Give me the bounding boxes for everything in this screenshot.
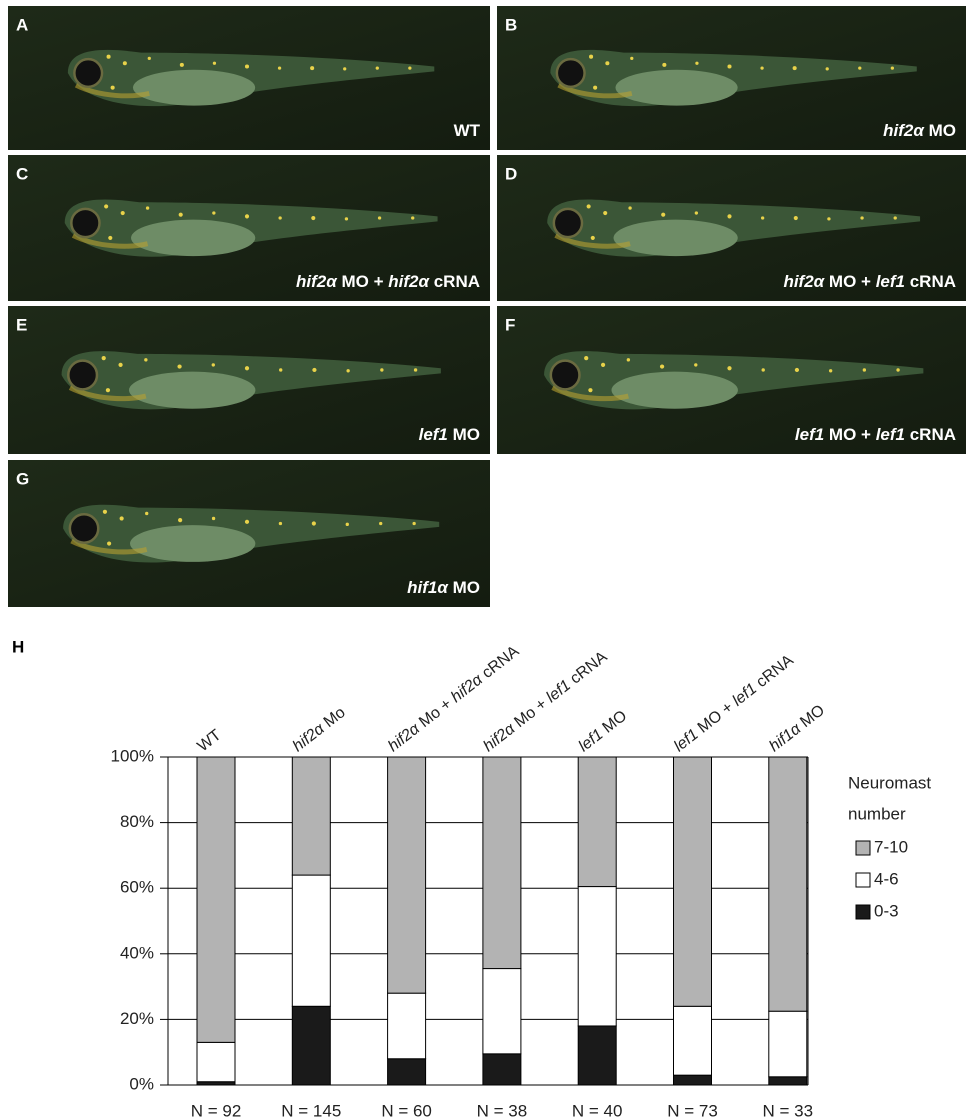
n-label: N = 60	[381, 1101, 432, 1120]
legend-title: number	[848, 804, 906, 823]
bar-segment	[388, 1059, 426, 1085]
bar-segment	[483, 757, 521, 969]
bar-segment	[292, 875, 330, 1006]
text-part: MO +	[337, 272, 388, 291]
text-part: cRNA	[429, 272, 480, 291]
legend-swatch	[856, 873, 870, 887]
n-label: N = 73	[667, 1101, 718, 1120]
text-part: MO +	[691, 696, 740, 739]
bar-segment	[769, 1077, 807, 1085]
x-category-label: hif2α Mo	[290, 704, 349, 755]
panel-label: H	[12, 637, 24, 656]
bar-segment	[292, 1006, 330, 1085]
bar-segment	[197, 757, 235, 1042]
bar-segment	[483, 969, 521, 1054]
text-part: lef1	[795, 425, 824, 444]
bar-segment	[578, 887, 616, 1026]
bar-segment	[388, 757, 426, 993]
y-tick-label: 60%	[120, 878, 154, 897]
n-label: N = 145	[281, 1101, 341, 1120]
text-part: hif2α	[783, 272, 825, 291]
text-part: MO	[924, 121, 956, 140]
legend-label: 7-10	[874, 837, 908, 856]
text-part: cRNA	[564, 648, 611, 690]
text-part: lef1	[876, 272, 905, 291]
y-tick-label: 20%	[120, 1009, 154, 1028]
figure: H A WT Bhif2α MO Chif2α MO + hif2α cRNA Dhif…	[0, 0, 972, 1120]
bar-segment	[674, 1075, 712, 1085]
legend-title: Neuromast	[848, 773, 931, 792]
panel-label: G	[16, 469, 29, 488]
legend-swatch	[856, 905, 870, 919]
bar-segment	[197, 1042, 235, 1081]
bar-segment	[769, 1011, 807, 1077]
panel-caption: hif2α MO + hif2α cRNA	[296, 272, 480, 291]
panel-label: D	[505, 164, 517, 183]
panel-caption: lef1 MO	[419, 425, 480, 444]
bar-segment	[292, 757, 330, 875]
text-part: WT	[454, 121, 481, 140]
text-part: hif2α	[883, 121, 925, 140]
y-tick-label: 80%	[120, 812, 154, 831]
bar-segment	[578, 757, 616, 887]
text-part: MO +	[824, 425, 875, 444]
legend-swatch	[856, 841, 870, 855]
panel-label: E	[16, 315, 27, 334]
bar-segment	[483, 1054, 521, 1085]
n-label: N = 40	[572, 1101, 623, 1120]
text-part: cRNA	[905, 272, 956, 291]
y-tick-label: 0%	[129, 1074, 154, 1093]
text-part: MO +	[824, 272, 875, 291]
y-tick-label: 100%	[111, 746, 154, 765]
panel-caption: hif2α MO + lef1 cRNA	[783, 272, 956, 291]
panel-label: A	[16, 15, 28, 34]
text-part: lef1	[876, 425, 905, 444]
panel-caption: hif2α MO	[883, 121, 956, 140]
x-category-label: hif1α MO	[766, 702, 828, 756]
text-part: cRNA	[476, 643, 523, 685]
panel-label: B	[505, 15, 517, 34]
y-tick-label: 40%	[120, 943, 154, 962]
text-part: cRNA	[750, 652, 797, 694]
legend-label: 4-6	[874, 869, 899, 888]
n-label: N = 38	[477, 1101, 528, 1120]
text-part: MO	[448, 425, 480, 444]
panel-caption: lef1 MO + lef1 cRNA	[795, 425, 956, 444]
panel-caption: WT	[454, 121, 481, 140]
bar-segment	[674, 1006, 712, 1075]
x-category-label: lef1 MO	[576, 708, 631, 756]
text-part: lef1	[419, 425, 448, 444]
bar-segment	[769, 757, 807, 1011]
text-part: WT	[195, 727, 225, 756]
x-category-label: WT	[195, 727, 225, 756]
bar-segment	[388, 993, 426, 1059]
text-part: hif2α	[388, 272, 430, 291]
panel-label: C	[16, 164, 28, 183]
text-part: hif1α	[407, 578, 449, 597]
n-label: N = 92	[191, 1101, 242, 1120]
bar-segment	[674, 757, 712, 1006]
text-part: hif2α	[296, 272, 338, 291]
bar-segment	[578, 1026, 616, 1085]
panel-label: F	[505, 315, 515, 334]
panel-caption: hif1α MO	[407, 578, 480, 597]
legend-label: 0-3	[874, 901, 899, 920]
text-part: cRNA	[905, 425, 956, 444]
n-label: N = 33	[763, 1101, 814, 1120]
text-part: MO	[448, 578, 480, 597]
